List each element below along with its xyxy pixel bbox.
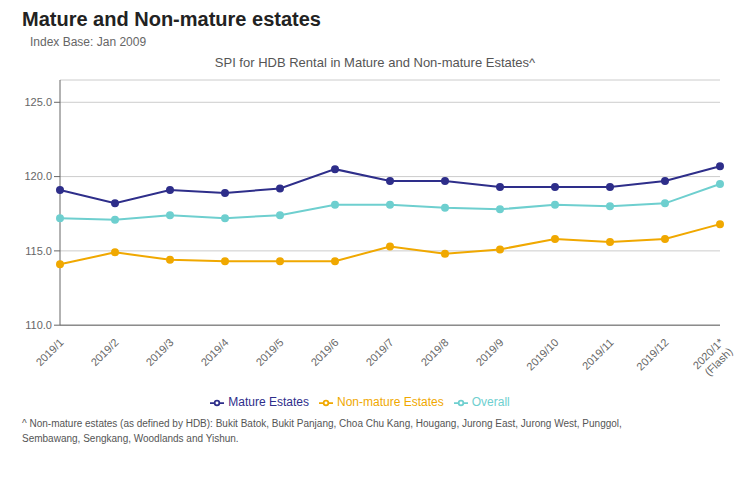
html-text:^ Non-mature estates (as defin: ^ Non-mature estates (as defined by HDB)… bbox=[22, 418, 622, 444]
svg-text:2019/12: 2019/12 bbox=[634, 336, 671, 373]
svg-text:2019/3: 2019/3 bbox=[143, 336, 175, 368]
svg-text:125.0: 125.0 bbox=[24, 96, 52, 108]
html-text:Mature Estates: Mature Estates bbox=[228, 395, 309, 410]
svg-text:2019/2: 2019/2 bbox=[88, 336, 120, 368]
svg-text:2019/5: 2019/5 bbox=[253, 336, 285, 368]
svg-text:2019/11: 2019/11 bbox=[580, 336, 616, 372]
html-text:Index Base: Jan 2009: Index Base: Jan 2009 bbox=[30, 35, 147, 49]
svg-text:2019/8: 2019/8 bbox=[418, 336, 450, 368]
svg-text:2019/6: 2019/6 bbox=[308, 336, 340, 368]
html-text:SPI for HDB Rental in Mature a: SPI for HDB Rental in Mature and Non-mat… bbox=[214, 55, 536, 70]
svg-text:2019/4: 2019/4 bbox=[198, 336, 230, 368]
html-text:Mature and Non-mature estates: Mature and Non-mature estates bbox=[22, 8, 321, 30]
svg-text:2019/9: 2019/9 bbox=[473, 336, 505, 368]
svg-text:115.0: 115.0 bbox=[25, 245, 52, 257]
svg-text:120.0: 120.0 bbox=[24, 170, 52, 182]
svg-text:2019/1: 2019/1 bbox=[33, 336, 65, 368]
svg-text:2019/10: 2019/10 bbox=[524, 336, 561, 373]
svg-text:2019/7: 2019/7 bbox=[363, 336, 395, 368]
html-text:Non-mature Estates: Non-mature Estates bbox=[337, 395, 444, 410]
svg-text:110.0: 110.0 bbox=[25, 319, 52, 331]
html-text:Overall: Overall bbox=[471, 395, 510, 410]
svg-text:2020/1*(Flash): 2020/1*(Flash) bbox=[690, 336, 735, 381]
